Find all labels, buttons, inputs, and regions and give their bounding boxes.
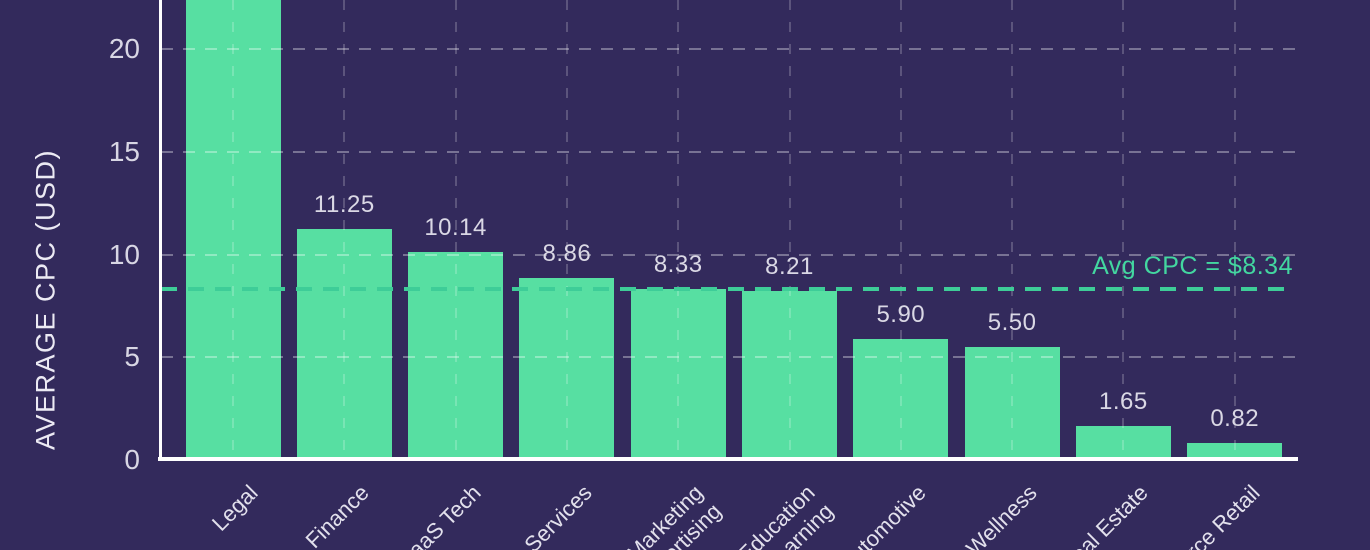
bar-value-label: 1.65 [1099, 388, 1148, 416]
x-tick-label: Marketing Advertising [621, 480, 727, 550]
average-line-label: Avg CPC = $8.34 [1092, 251, 1293, 280]
h-gridline [161, 150, 1296, 153]
v-gridline [454, 0, 457, 457]
v-gridline [899, 0, 902, 457]
h-gridline [161, 253, 1296, 256]
bar [1075, 426, 1171, 460]
x-axis-line [158, 457, 1298, 461]
y-tick-label: 15 [108, 135, 140, 167]
y-tick-label: 5 [124, 341, 140, 373]
v-gridline [788, 0, 791, 457]
bar-value-label: 8.21 [765, 253, 814, 281]
h-gridline [161, 356, 1296, 359]
y-tick-label: 20 [108, 33, 140, 64]
bar [964, 346, 1060, 460]
y-axis-title: AVERAGE CPC (USD) [30, 148, 61, 451]
bar [742, 291, 837, 460]
v-gridline [1233, 0, 1236, 457]
bar-value-label: 5.50 [987, 308, 1037, 336]
h-gridline [161, 48, 1296, 50]
y-tick-label: 10 [108, 238, 140, 270]
average-line [161, 286, 1295, 291]
bar-value-label: 10.14 [424, 213, 487, 241]
v-gridline [677, 0, 680, 457]
bar [1187, 443, 1283, 460]
bar [185, 0, 281, 460]
bar-value-label: 5.90 [876, 300, 926, 328]
bar [296, 228, 392, 460]
bar-value-label: 0.82 [1210, 405, 1260, 433]
bar [408, 251, 504, 460]
bar [853, 338, 949, 460]
v-gridline [1122, 0, 1125, 457]
y-tick-label: 0 [124, 444, 140, 475]
bar-value-label: 11.25 [313, 190, 375, 218]
v-gridline [232, 0, 234, 457]
v-gridline [343, 0, 346, 457]
y-axis-line [159, 0, 162, 461]
v-gridline [565, 0, 568, 457]
bar-value-label: 8.33 [653, 250, 703, 278]
bar [630, 288, 726, 460]
bar-value-label: 8.86 [542, 239, 592, 267]
bar [519, 277, 615, 460]
v-gridline [1011, 0, 1014, 457]
